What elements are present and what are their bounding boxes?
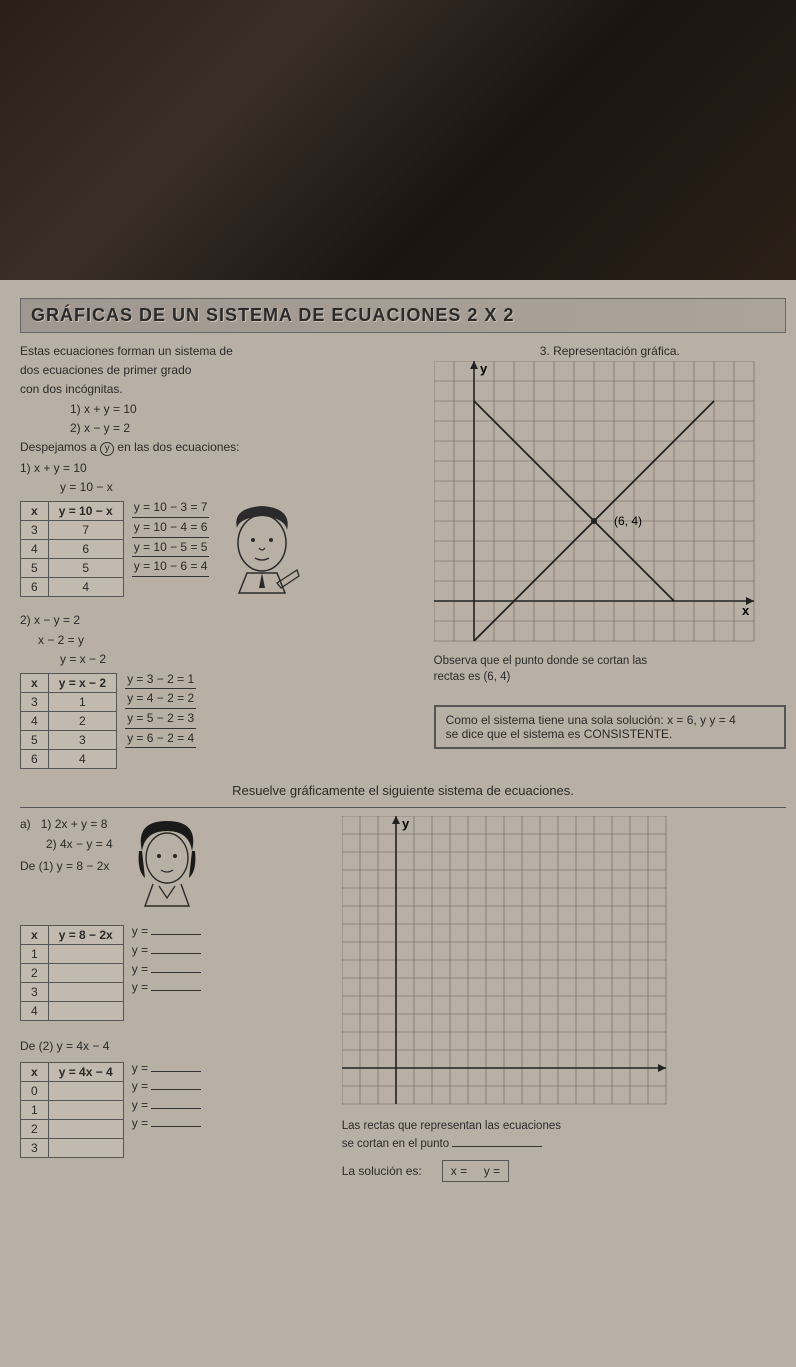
block-1: 1) x + y = 10 y = 10 − x xy = 10 − x 37 … bbox=[20, 460, 434, 608]
ex-de1: De (1) y = 8 − 2x bbox=[20, 858, 113, 874]
block2-sub1: x − 2 = y bbox=[38, 632, 434, 648]
solution-box: x = y = bbox=[442, 1160, 509, 1182]
solution-label: La solución es: bbox=[342, 1164, 422, 1178]
equation-2: 2) x − y = 2 bbox=[70, 420, 434, 436]
ex-eq2: 2) 4x − y = 4 bbox=[46, 836, 113, 852]
block1-header: 1) x + y = 10 bbox=[20, 460, 434, 476]
calc-1: y = 10 − 3 = 7 y = 10 − 4 = 6 y = 10 − 5… bbox=[132, 498, 210, 576]
girl-illustration-icon bbox=[127, 816, 207, 916]
boy-illustration-icon bbox=[217, 498, 307, 608]
block-2: 2) x − y = 2 x − 2 = y y = x − 2 xy = x … bbox=[20, 612, 434, 772]
background-top bbox=[0, 0, 796, 280]
exercise-divider-text: Resuelve gráficamente el siguiente siste… bbox=[20, 782, 786, 800]
ex-blanks-2: y = y = y = y = bbox=[132, 1059, 202, 1133]
ex-obs: Las rectas que representan las ecuacione… bbox=[342, 1119, 786, 1152]
intro-line-1: Estas ecuaciones forman un sistema de bbox=[20, 343, 434, 359]
intro-column: Estas ecuaciones forman un sistema de do… bbox=[20, 343, 434, 776]
exercise-left: a) 1) 2x + y = 8 2) 4x − y = 4 De (1) y … bbox=[20, 816, 342, 1160]
despeja-line: Despejamos a y en las dos ecuaciones: bbox=[20, 439, 434, 456]
svg-text:y: y bbox=[402, 816, 410, 831]
consistent-box: Como el sistema tiene una sola solución:… bbox=[434, 705, 786, 749]
block2-header: 2) x − y = 2 bbox=[20, 612, 434, 628]
calc-2: y = 3 − 2 = 1 y = 4 − 2 = 2 y = 5 − 2 = … bbox=[125, 670, 196, 748]
svg-text:x: x bbox=[742, 603, 750, 618]
table-1: xy = 10 − x 37 46 55 64 bbox=[20, 501, 124, 597]
ex-table-1: xy = 8 − 2x 1 2 3 4 bbox=[20, 925, 124, 1021]
divider-line bbox=[20, 807, 786, 808]
intro-line-2: dos ecuaciones de primer grado bbox=[20, 362, 434, 378]
table-2: xy = x − 2 31 42 53 64 bbox=[20, 673, 117, 769]
circled-y-icon: y bbox=[100, 442, 114, 456]
equation-1: 1) x + y = 10 bbox=[70, 401, 434, 417]
exercise-label: a) bbox=[20, 817, 31, 831]
ex-blanks-1: y = y = y = y = bbox=[132, 922, 202, 996]
svg-text:(6, 4): (6, 4) bbox=[614, 514, 642, 528]
graph1-title: 3. Representación gráfica. bbox=[434, 343, 786, 359]
intro-line-3: con dos incógnitas. bbox=[20, 381, 434, 397]
ex-de2: De (2) y = 4x − 4 bbox=[20, 1038, 342, 1054]
worksheet-page: GRÁFICAS DE UN SISTEMA DE ECUACIONES 2 X… bbox=[0, 280, 796, 1367]
exercise-right: y Las rectas que representan las ecuacio… bbox=[342, 816, 786, 1182]
svg-text:y: y bbox=[480, 361, 488, 376]
graph-column: 3. Representación gráfica. y x (6, 4) Obse… bbox=[434, 343, 786, 749]
graph-2-blank: y bbox=[342, 816, 682, 1116]
page-title: GRÁFICAS DE UN SISTEMA DE ECUACIONES 2 X… bbox=[31, 305, 514, 325]
ex-table-2: xy = 4x − 4 0 1 2 3 bbox=[20, 1062, 124, 1158]
block1-sub: y = 10 − x bbox=[60, 479, 434, 495]
ex-eq1: 1) 2x + y = 8 bbox=[41, 817, 108, 831]
block2-sub2: y = x − 2 bbox=[60, 651, 434, 667]
page-title-banner: GRÁFICAS DE UN SISTEMA DE ECUACIONES 2 X… bbox=[20, 298, 786, 333]
graph1-observe: Observa que el punto donde se cortan las… bbox=[434, 654, 786, 685]
graph-1: y x (6, 4) bbox=[434, 361, 774, 651]
